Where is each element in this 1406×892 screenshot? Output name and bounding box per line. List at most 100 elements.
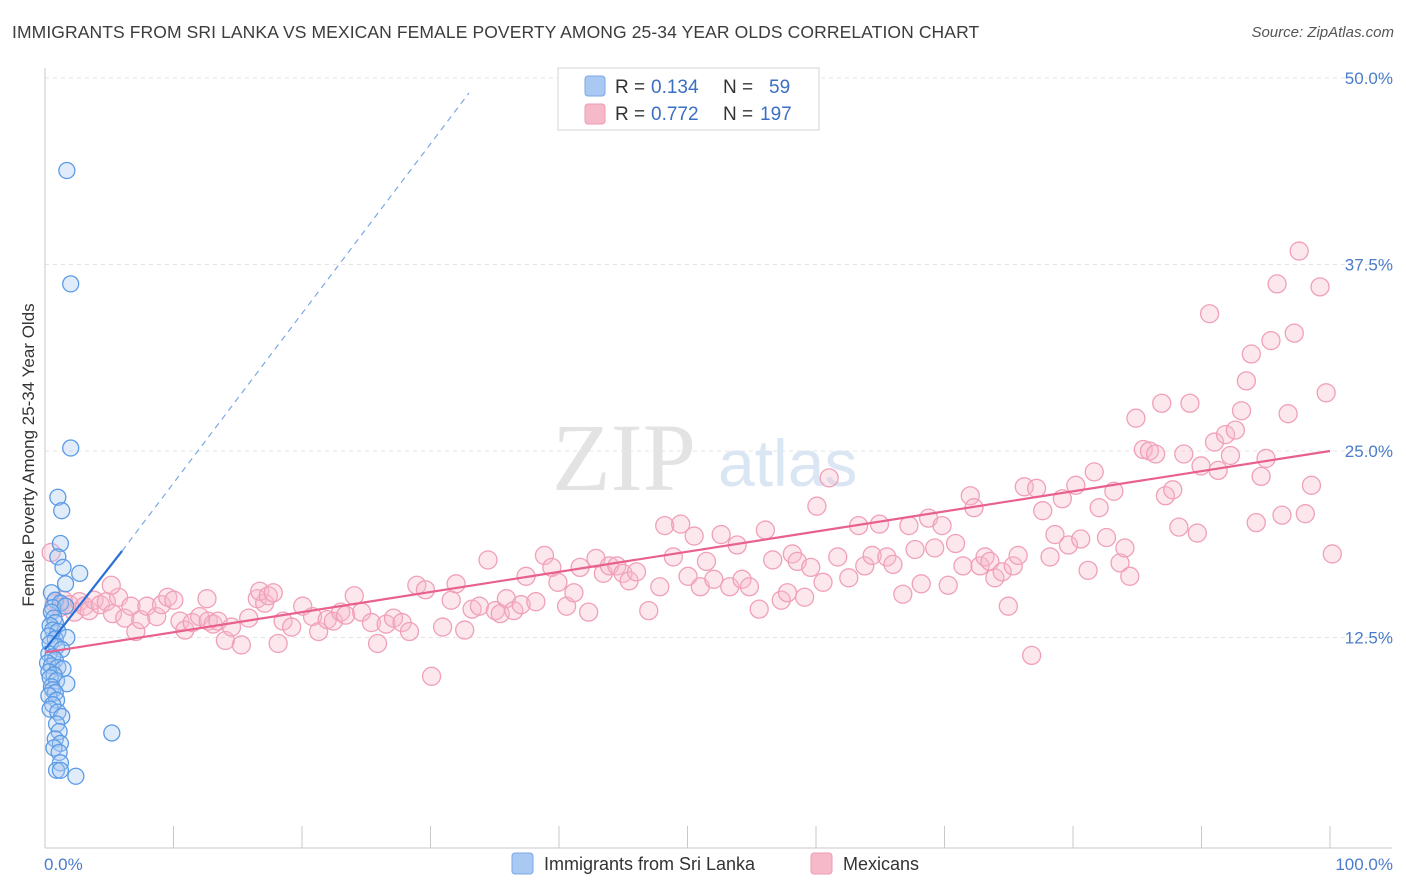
data-point-mexicans (1199, 304, 1220, 324)
data-point-sri-lanka (62, 275, 80, 293)
data-point-sri-lanka (49, 488, 67, 506)
data-point-mexicans (1310, 277, 1330, 297)
trend-line-sri-lanka (44, 550, 123, 651)
data-point-mexicans (771, 590, 791, 610)
x-tick-label-min: 0.0% (44, 855, 83, 874)
data-point-mexicans (1180, 393, 1200, 413)
y-tick-label: 12.5% (1345, 629, 1393, 648)
data-point-sri-lanka (53, 502, 71, 520)
data-point-mexicans (1021, 645, 1042, 666)
data-point-mexicans (794, 587, 815, 607)
data-point-mexicans (1204, 432, 1225, 452)
data-point-mexicans (1126, 408, 1146, 428)
legend-n-label-2: N = (723, 104, 753, 125)
data-point-sri-lanka (47, 761, 66, 779)
legend-r-label-2: R = (615, 104, 645, 125)
data-point-mexicans (893, 584, 913, 604)
data-point-mexicans (578, 602, 599, 622)
axes (44, 68, 1392, 849)
data-point-sri-lanka (51, 534, 70, 553)
trend-lines (44, 92, 1331, 654)
data-point-mexicans (455, 620, 475, 640)
data-point-mexicans (263, 583, 283, 603)
data-point-mexicans (1084, 462, 1104, 482)
data-point-mexicans (1284, 323, 1304, 343)
data-point-mexicans (739, 577, 760, 597)
data-point-mexicans (1246, 512, 1266, 533)
data-point-mexicans (970, 556, 990, 576)
data-point-mexicans (564, 583, 584, 603)
y-tick-label: 25.0% (1345, 442, 1393, 461)
legend-swatch-sri-lanka (584, 75, 606, 97)
data-point-mexicans (953, 556, 973, 576)
data-point-mexicans (1078, 560, 1098, 581)
data-point-mexicans (1267, 274, 1287, 294)
data-point-mexicans (361, 612, 382, 633)
legend-n-value-1: 59 (769, 77, 790, 98)
data-point-mexicans (137, 596, 157, 616)
data-point-mexicans (282, 617, 302, 637)
data-point-sri-lanka (103, 724, 121, 742)
bottom-legend-label-mexicans: Mexicans (843, 854, 919, 874)
data-point-mexicans (639, 600, 659, 621)
data-point-mexicans (548, 572, 568, 592)
data-point-mexicans (855, 556, 875, 576)
data-point-mexicans (696, 551, 717, 572)
data-point-mexicans (101, 575, 121, 595)
data-point-mexicans (720, 577, 740, 597)
data-point-mexicans (1251, 466, 1271, 487)
data-point-mexicans (1120, 566, 1140, 586)
data-point-mexicans (1145, 444, 1166, 464)
legend-r-value-1: 0.134 (651, 77, 699, 98)
data-point-sri-lanka (51, 761, 70, 779)
data-point-mexicans (1110, 553, 1130, 573)
data-point-mexicans (945, 533, 966, 554)
legend-r-label-1: R = (615, 77, 645, 98)
data-point-mexicans (938, 575, 958, 595)
data-point-mexicans (446, 574, 466, 594)
data-point-mexicans (1272, 505, 1292, 525)
data-point-mexicans (1058, 535, 1079, 555)
legend-swatch-mexicans (584, 103, 606, 125)
data-point-mexicans (1014, 477, 1034, 497)
data-point-mexicans (711, 524, 731, 545)
data-point-mexicans (671, 514, 691, 534)
data-point-mexicans (655, 515, 675, 536)
data-point-sri-lanka (54, 558, 72, 577)
data-point-sri-lanka (49, 548, 67, 566)
data-point-mexicans (877, 547, 897, 567)
data-point-mexicans (1152, 393, 1172, 413)
data-point-mexicans (678, 566, 698, 586)
data-point-mexicans (478, 550, 498, 570)
data-point-mexicans (1089, 498, 1109, 518)
data-point-mexicans (511, 595, 531, 615)
data-point-mexicans (1033, 501, 1053, 521)
data-point-mexicans (932, 515, 952, 536)
data-point-mexicans (1241, 344, 1261, 364)
bottom-legend-label-sri-lanka: Immigrants from Sri Lanka (544, 854, 756, 874)
data-point-mexicans (526, 592, 546, 612)
data-point-mexicans (755, 520, 776, 540)
legend-n-value-2: 197 (760, 104, 792, 125)
data-point-mexicans (1295, 504, 1315, 524)
data-point-mexicans (415, 580, 436, 600)
watermark: ZIP atlas (552, 404, 857, 511)
x-tick-label-max: 100.0% (1335, 855, 1393, 874)
data-point-mexicans (960, 486, 980, 506)
data-point-sri-lanka (58, 161, 76, 180)
data-point-mexicans (869, 514, 890, 534)
data-point-mexicans (170, 611, 190, 631)
data-point-mexicans (807, 496, 827, 516)
data-point-mexicans (1040, 547, 1060, 567)
data-point-mexicans (496, 589, 517, 609)
data-point-mexicans (268, 633, 288, 654)
data-point-mexicans (899, 515, 919, 536)
data-point-mexicans (828, 547, 848, 567)
data-point-mexicans (992, 562, 1012, 582)
data-point-mexicans (801, 557, 821, 578)
data-point-mexicans (998, 596, 1018, 616)
data-point-mexicans (1071, 529, 1091, 549)
data-point-mexicans (1256, 448, 1276, 469)
data-point-mexicans (1133, 439, 1153, 460)
